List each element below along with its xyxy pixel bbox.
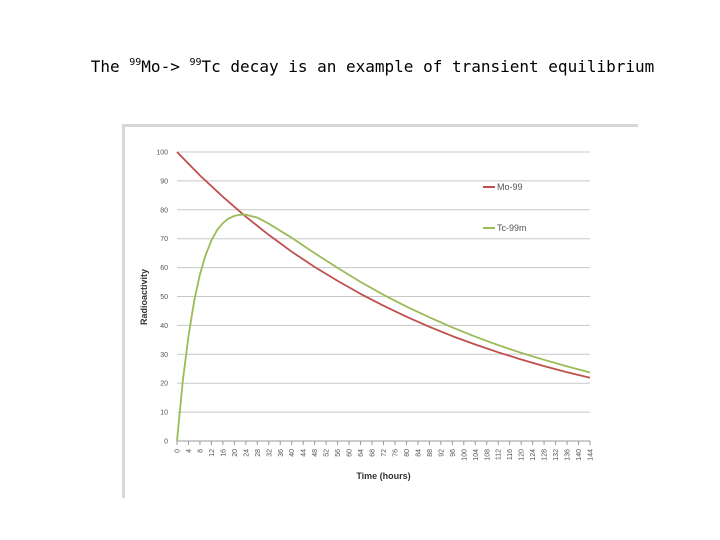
y-tick-60: 60 [160, 265, 168, 272]
x-tick-136: 136 [565, 449, 572, 461]
series-line-tc-99m [176, 213, 591, 442]
x-tick-132: 132 [553, 449, 560, 461]
title-suffix: Tc decay is an example of transient equi… [201, 57, 655, 76]
x-tick-112: 112 [496, 449, 503, 460]
x-tick-108: 108 [484, 449, 491, 461]
x-tick-80: 80 [404, 449, 411, 457]
x-tick-44: 44 [301, 449, 308, 457]
tc-mass-number: 99 [189, 56, 202, 68]
x-tick-100: 100 [461, 449, 468, 461]
x-tick-124: 124 [530, 449, 537, 461]
y-tick-30: 30 [160, 352, 168, 359]
x-tick-92: 92 [438, 449, 445, 457]
y-tick-50: 50 [160, 294, 168, 301]
legend-label-tc-99m: Tc-99m [497, 223, 527, 233]
x-tick-8: 8 [197, 449, 204, 453]
x-tick-76: 76 [392, 449, 399, 457]
mo-mass-number: 99 [129, 56, 142, 68]
y-tick-90: 90 [160, 178, 168, 185]
x-tick-84: 84 [415, 449, 422, 457]
chart-frame [122, 124, 638, 498]
x-tick-56: 56 [335, 449, 342, 457]
y-tick-70: 70 [160, 236, 168, 243]
x-tick-120: 120 [519, 449, 526, 461]
x-tick-96: 96 [450, 449, 457, 457]
x-tick-0: 0 [175, 449, 182, 453]
slide-title: The 99Mo-> 99Tc decay is an example of t… [0, 57, 720, 76]
x-tick-88: 88 [427, 449, 434, 457]
title-prefix: The [90, 57, 130, 76]
x-tick-36: 36 [278, 449, 285, 457]
y-tick-0: 0 [164, 439, 168, 446]
y-tick-80: 80 [160, 207, 168, 214]
x-tick-68: 68 [370, 449, 377, 457]
y-tick-10: 10 [160, 410, 168, 417]
x-tick-4: 4 [186, 449, 193, 453]
x-tick-104: 104 [473, 449, 480, 461]
y-tick-100: 100 [156, 150, 168, 157]
x-tick-32: 32 [266, 449, 273, 457]
y-axis-label: Radioactivity [139, 269, 149, 325]
x-tick-24: 24 [243, 449, 250, 457]
series-line-mo-99 [176, 151, 591, 379]
x-tick-60: 60 [347, 449, 354, 457]
x-tick-40: 40 [289, 449, 296, 457]
x-tick-128: 128 [542, 449, 549, 461]
legend-label-mo-99: Mo-99 [497, 182, 523, 192]
x-tick-12: 12 [209, 449, 216, 457]
x-tick-116: 116 [507, 449, 514, 460]
x-tick-20: 20 [232, 449, 239, 457]
x-tick-72: 72 [381, 449, 388, 457]
x-tick-144: 144 [588, 449, 595, 461]
x-tick-48: 48 [312, 449, 319, 457]
y-tick-20: 20 [160, 381, 168, 388]
x-tick-52: 52 [324, 449, 331, 457]
x-tick-16: 16 [220, 449, 227, 457]
title-mo: Mo-> [141, 57, 190, 76]
y-tick-40: 40 [160, 323, 168, 330]
x-tick-140: 140 [576, 449, 583, 461]
x-tick-28: 28 [255, 449, 262, 457]
x-tick-64: 64 [358, 449, 365, 457]
x-axis-label: Time (hours) [356, 471, 410, 481]
